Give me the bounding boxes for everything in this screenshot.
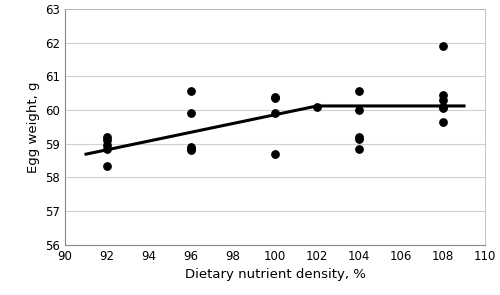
Point — [355, 108, 363, 112]
Point — [187, 148, 195, 153]
Point — [439, 92, 447, 97]
Point — [439, 44, 447, 48]
Point — [439, 119, 447, 124]
Point — [187, 146, 195, 151]
Point — [271, 151, 279, 156]
Point — [355, 89, 363, 94]
Point — [103, 146, 111, 151]
Point — [271, 96, 279, 101]
Point — [271, 111, 279, 116]
Point — [103, 138, 111, 143]
Point — [187, 145, 195, 150]
X-axis label: Dietary nutrient density, %: Dietary nutrient density, % — [184, 268, 366, 281]
Point — [313, 104, 321, 109]
Point — [271, 94, 279, 99]
Point — [355, 136, 363, 141]
Point — [355, 135, 363, 139]
Point — [439, 98, 447, 102]
Point — [439, 106, 447, 111]
Point — [103, 135, 111, 139]
Point — [439, 104, 447, 109]
Point — [103, 163, 111, 168]
Point — [355, 146, 363, 151]
Point — [187, 89, 195, 94]
Point — [103, 143, 111, 148]
Point — [187, 111, 195, 116]
Y-axis label: Egg weight, g: Egg weight, g — [26, 81, 40, 173]
